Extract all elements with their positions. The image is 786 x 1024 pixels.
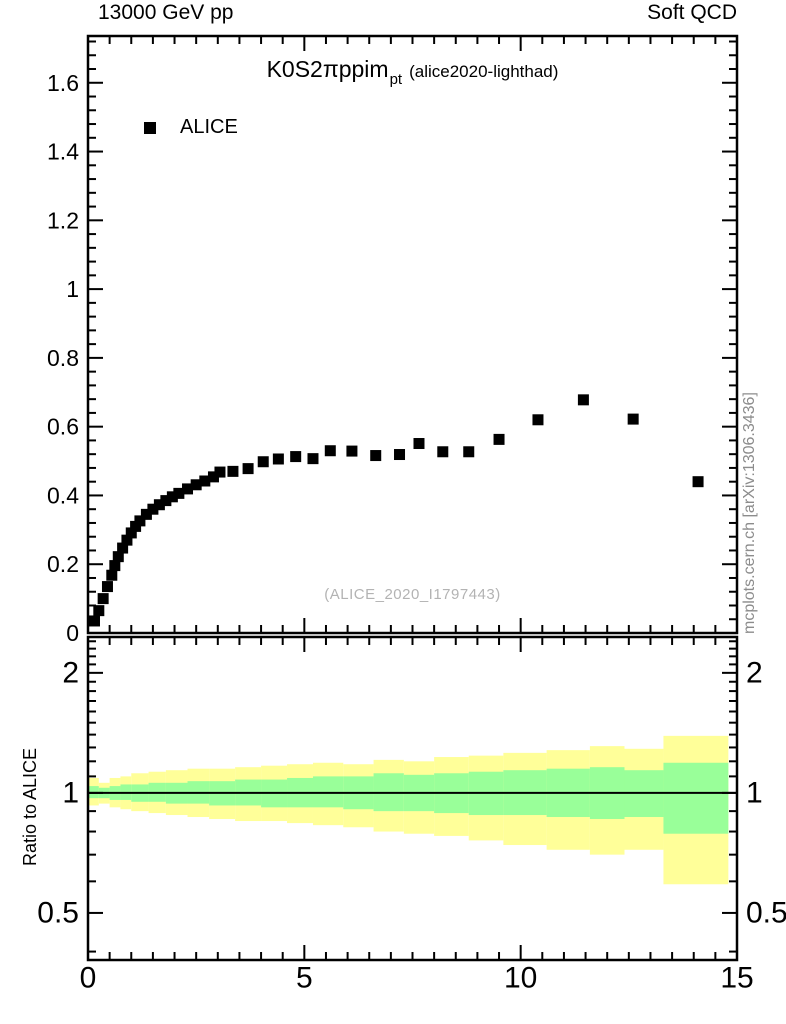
svg-text:0: 0 bbox=[66, 620, 79, 646]
data-points-alice bbox=[88, 394, 704, 627]
svg-text:1.2: 1.2 bbox=[47, 207, 79, 233]
ratio-axis-title: Ratio to ALICE bbox=[20, 747, 40, 866]
svg-text:2: 2 bbox=[62, 656, 79, 689]
svg-text:0.4: 0.4 bbox=[47, 482, 79, 508]
svg-text:0.6: 0.6 bbox=[47, 414, 79, 440]
svg-text:10: 10 bbox=[504, 962, 537, 995]
axis-tick-labels: 0 0.2 0.4 0.6 0.8 1 1.2 1.4 1.6 0.5 0.5 1 1 2 2 0 5 10 15 bbox=[37, 70, 786, 995]
svg-text:0: 0 bbox=[80, 962, 97, 995]
svg-text:5: 5 bbox=[296, 962, 313, 995]
process-group-header: Soft QCD bbox=[647, 1, 737, 24]
plot-title-subscript: pt bbox=[389, 71, 403, 88]
plot-title: K0S2πppimpt (alice2020-lighthad) bbox=[88, 56, 737, 88]
svg-text:1.4: 1.4 bbox=[47, 139, 79, 165]
legend-label: ALICE bbox=[180, 116, 238, 138]
analysis-id-watermark: (ALICE_2020_I1797443) bbox=[324, 586, 501, 603]
svg-text:0.5: 0.5 bbox=[37, 896, 79, 929]
svg-text:15: 15 bbox=[720, 962, 753, 995]
beam-energy-header: 13000 GeV pp bbox=[98, 1, 234, 24]
svg-text:0.8: 0.8 bbox=[47, 345, 79, 371]
svg-text:1.6: 1.6 bbox=[47, 70, 79, 96]
legend: ALICE bbox=[144, 116, 238, 139]
svg-text:1: 1 bbox=[62, 776, 79, 809]
svg-text:2: 2 bbox=[746, 656, 763, 689]
svg-text:0.5: 0.5 bbox=[746, 896, 786, 929]
mcplots-arxiv-caption: mcplots.cern.ch [arXiv:1306.3436] bbox=[741, 392, 758, 634]
svg-text:1: 1 bbox=[66, 276, 79, 302]
svg-text:0.2: 0.2 bbox=[47, 551, 79, 577]
legend-square-marker-icon bbox=[144, 121, 156, 134]
svg-text:1: 1 bbox=[746, 776, 763, 809]
plot-title-suffix: (alice2020-lighthad) bbox=[409, 62, 559, 81]
plot-title-main: K0S2πppim bbox=[266, 56, 389, 82]
axis-ticks bbox=[87, 36, 738, 960]
